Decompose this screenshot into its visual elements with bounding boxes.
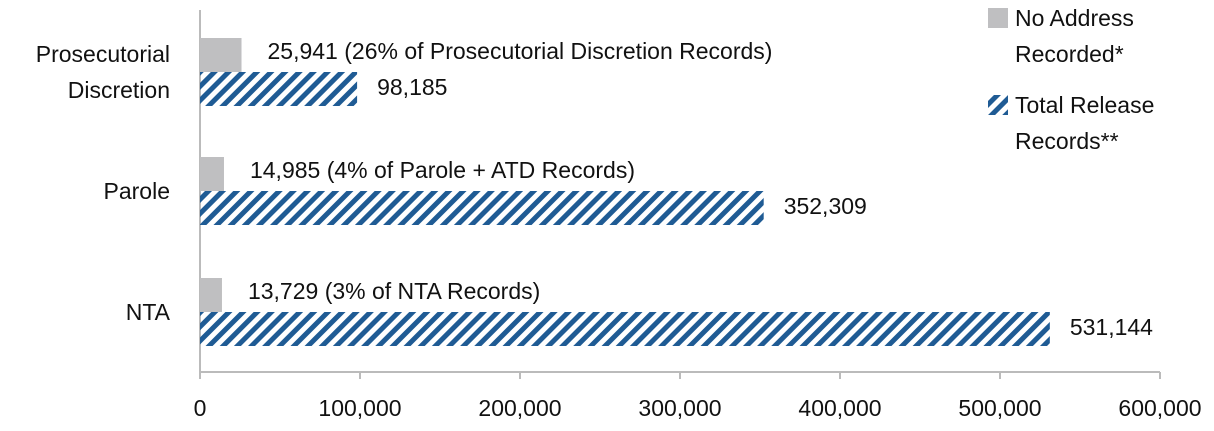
legend-label: Total Release Records** (1015, 92, 1155, 154)
x-tick-label: 200,000 (478, 395, 561, 421)
value-label: 352,309 (784, 193, 867, 219)
bar (200, 278, 222, 312)
x-tick-label: 100,000 (318, 395, 401, 421)
value-label: 14,985 (4% of Parole + ATD Records) (250, 157, 635, 183)
category-label: NTA (125, 299, 170, 325)
bar (200, 38, 242, 72)
x-tick-label: 400,000 (798, 395, 881, 421)
x-tick-label: 600,000 (1118, 395, 1201, 421)
legend-swatch (988, 8, 1008, 28)
x-tick-label: 500,000 (958, 395, 1041, 421)
bar (200, 191, 764, 225)
x-tick-label: 0 (194, 395, 207, 421)
bar (200, 72, 358, 106)
value-label: 98,185 (377, 74, 447, 100)
bar (200, 312, 1050, 346)
value-label: 531,144 (1070, 314, 1153, 340)
bar (200, 157, 224, 191)
legend-label: No Address Recorded* (1015, 5, 1134, 67)
value-label: 13,729 (3% of NTA Records) (248, 278, 540, 304)
x-tick-label: 300,000 (638, 395, 721, 421)
value-label: 25,941 (26% of Prosecutorial Discretion … (268, 38, 773, 64)
category-label: Parole (103, 178, 170, 204)
category-label: Prosecutorial Discretion (35, 41, 170, 103)
legend-swatch (988, 95, 1008, 115)
